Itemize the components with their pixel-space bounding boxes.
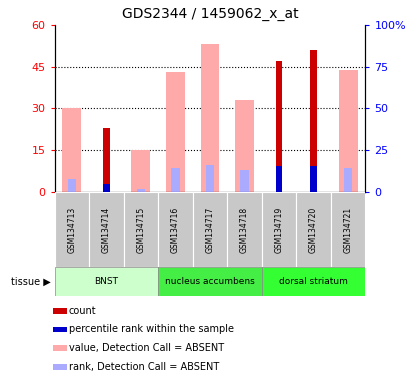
Bar xyxy=(206,165,214,192)
Bar xyxy=(166,72,185,192)
Text: percentile rank within the sample: percentile rank within the sample xyxy=(69,324,234,334)
Bar xyxy=(310,50,317,192)
Bar xyxy=(158,192,193,267)
Text: GSM134717: GSM134717 xyxy=(205,206,215,253)
Bar xyxy=(171,168,180,192)
Text: GSM134714: GSM134714 xyxy=(102,206,111,253)
Bar xyxy=(235,100,254,192)
Text: GSM134719: GSM134719 xyxy=(275,206,284,253)
Bar xyxy=(339,70,357,192)
Bar xyxy=(227,192,262,267)
Bar xyxy=(276,166,282,192)
Text: nucleus accumbens: nucleus accumbens xyxy=(165,277,255,286)
Bar xyxy=(55,267,158,296)
Text: BNST: BNST xyxy=(94,277,118,286)
Text: GSM134713: GSM134713 xyxy=(67,206,76,253)
Text: dorsal striatum: dorsal striatum xyxy=(279,277,348,286)
Text: count: count xyxy=(69,306,97,316)
Text: rank, Detection Call = ABSENT: rank, Detection Call = ABSENT xyxy=(69,362,219,372)
Bar xyxy=(276,61,282,192)
Bar xyxy=(297,192,331,267)
Bar xyxy=(136,189,145,192)
Title: GDS2344 / 1459062_x_at: GDS2344 / 1459062_x_at xyxy=(122,7,298,21)
Bar xyxy=(193,192,227,267)
Text: GSM134720: GSM134720 xyxy=(309,206,318,253)
Bar xyxy=(331,192,365,267)
Bar xyxy=(55,192,89,267)
Bar xyxy=(240,170,249,192)
Bar xyxy=(103,184,110,192)
Bar xyxy=(158,267,262,296)
Bar xyxy=(53,326,66,333)
Bar xyxy=(200,45,220,192)
Text: value, Detection Call = ABSENT: value, Detection Call = ABSENT xyxy=(69,343,224,353)
Bar xyxy=(310,166,317,192)
Text: GSM134716: GSM134716 xyxy=(171,206,180,253)
Text: tissue ▶: tissue ▶ xyxy=(10,276,50,286)
Bar xyxy=(53,364,66,369)
Bar xyxy=(103,128,110,192)
Text: GSM134721: GSM134721 xyxy=(344,206,353,253)
Bar xyxy=(344,168,352,192)
Bar xyxy=(262,267,365,296)
Bar xyxy=(63,109,81,192)
Bar xyxy=(262,192,297,267)
Text: GSM134715: GSM134715 xyxy=(136,206,145,253)
Bar xyxy=(123,192,158,267)
Bar xyxy=(53,345,66,351)
Text: GSM134718: GSM134718 xyxy=(240,206,249,253)
Bar xyxy=(89,192,123,267)
Bar xyxy=(68,179,76,192)
Bar xyxy=(131,150,150,192)
Bar xyxy=(53,308,66,314)
